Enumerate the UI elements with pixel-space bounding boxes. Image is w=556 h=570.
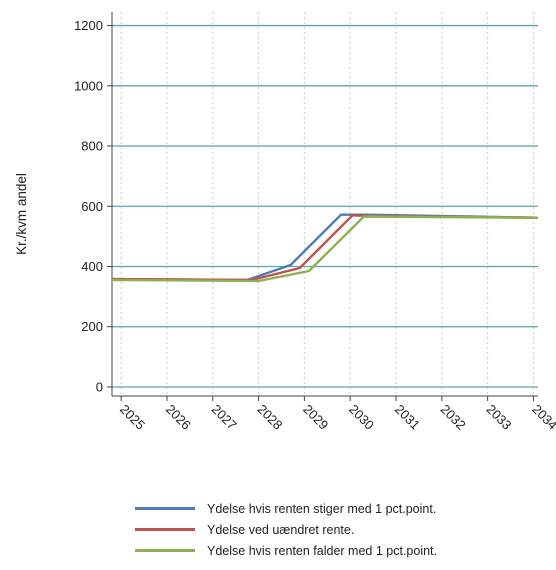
x-tick-label: 2031 [392,402,423,433]
legend-item: Ydelse ved uændret rente. [135,519,437,540]
x-tick-label: 2029 [300,402,331,433]
legend-label: Ydelse ved uændret rente. [207,522,355,537]
legend-item: Ydelse hvis renten stiger med 1 pct.poin… [135,498,437,519]
y-tick-label: 200 [81,319,103,334]
y-tick-label: 600 [81,199,103,214]
legend-label: Ydelse hvis renten stiger med 1 pct.poin… [207,501,437,516]
y-tick-label: 1000 [74,78,103,93]
x-tick-label: 2026 [163,402,194,433]
chart-legend: Ydelse hvis renten stiger med 1 pct.poin… [135,498,437,561]
y-tick-label: 400 [81,259,103,274]
series-line-2 [111,214,539,282]
series-line-1 [111,213,539,282]
x-tick-label: 2030 [346,402,377,433]
y-tick-label: 1200 [74,18,103,33]
legend-swatch [135,507,195,510]
legend-item: Ydelse hvis renten falder med 1 pct.poin… [135,540,437,561]
x-tick-label: 2034 [529,402,556,433]
series-line-3 [111,215,539,283]
x-tick-label: 2032 [438,402,469,433]
legend-swatch [135,549,195,552]
legend-swatch [135,528,195,531]
x-tick-label: 2033 [483,402,514,433]
y-axis-title: Kr./kvm andel [14,173,29,255]
x-tick-label: 2027 [209,402,240,433]
x-tick-label: 2025 [117,402,148,433]
y-tick-label: 0 [96,379,103,394]
y-tick-label: 800 [81,139,103,154]
x-tick-label: 2028 [254,402,285,433]
legend-label: Ydelse hvis renten falder med 1 pct.poin… [207,543,437,558]
